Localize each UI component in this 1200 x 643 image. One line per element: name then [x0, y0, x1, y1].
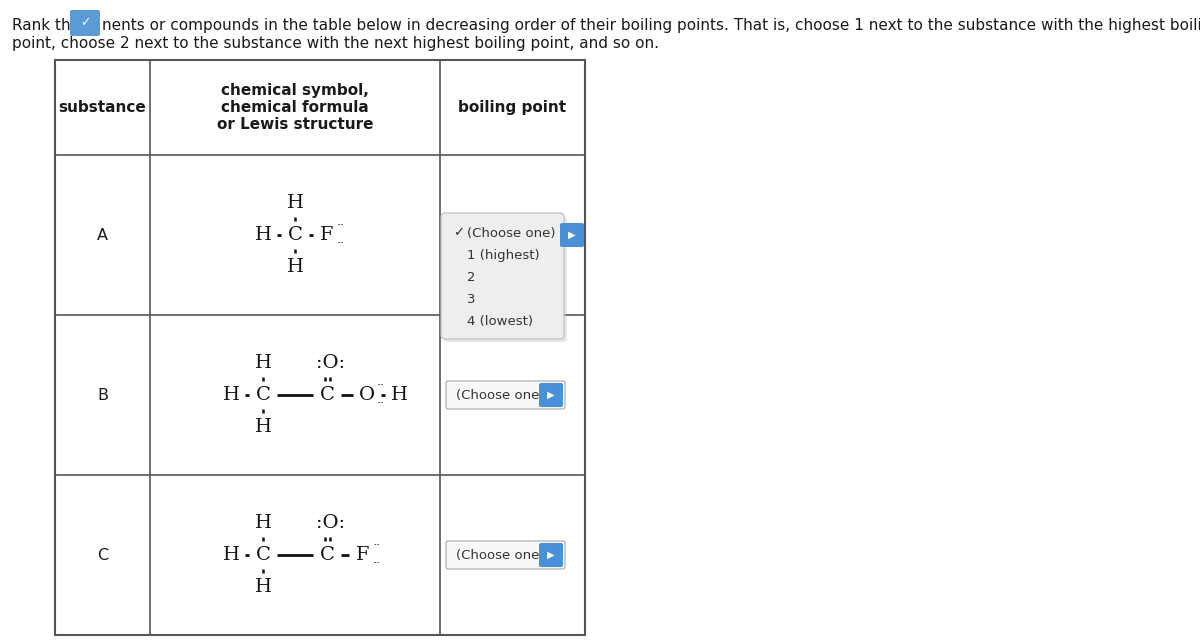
FancyBboxPatch shape [560, 223, 584, 247]
Text: H: H [254, 514, 271, 532]
Text: H: H [254, 354, 271, 372]
FancyBboxPatch shape [442, 213, 564, 339]
Text: H: H [222, 546, 240, 564]
Text: C: C [256, 386, 270, 404]
Text: 1 (highest): 1 (highest) [467, 249, 540, 262]
Text: H: H [254, 418, 271, 436]
Text: A: A [97, 228, 108, 242]
Text: C: C [319, 546, 335, 564]
Text: H: H [390, 386, 408, 404]
Text: C: C [319, 386, 335, 404]
Text: ▶: ▶ [547, 550, 554, 560]
Text: boiling point: boiling point [458, 100, 566, 115]
Text: :O:: :O: [317, 514, 346, 532]
Text: ··: ·· [373, 557, 382, 570]
Text: (Choose one): (Choose one) [456, 388, 545, 401]
Text: F: F [320, 226, 334, 244]
Text: ··: ·· [377, 397, 385, 410]
Text: ··: ·· [373, 539, 382, 552]
Text: (Choose one): (Choose one) [456, 548, 545, 561]
Text: ··: ·· [377, 379, 385, 392]
Text: C: C [97, 547, 108, 563]
Text: H: H [287, 258, 304, 276]
FancyBboxPatch shape [539, 383, 563, 407]
Text: (Choose one): (Choose one) [467, 226, 556, 240]
Text: ··: ·· [337, 219, 346, 233]
FancyBboxPatch shape [444, 216, 568, 342]
FancyBboxPatch shape [539, 543, 563, 567]
Text: :O:: :O: [317, 354, 346, 372]
Bar [55, 60, 586, 635]
Text: C: C [256, 546, 270, 564]
Text: H: H [222, 386, 240, 404]
Text: B: B [97, 388, 108, 403]
Text: H: H [254, 226, 271, 244]
FancyBboxPatch shape [70, 10, 100, 36]
Text: 4 (lowest): 4 (lowest) [467, 314, 533, 327]
Text: F: F [356, 546, 370, 564]
Text: 3: 3 [467, 293, 475, 305]
Text: C: C [288, 226, 302, 244]
Text: point, choose 2 next to the substance with the next highest boiling point, and s: point, choose 2 next to the substance wi… [12, 36, 659, 51]
Text: ··: ·· [337, 237, 346, 251]
Text: ✓: ✓ [454, 226, 464, 240]
Text: ▶: ▶ [547, 390, 554, 400]
Text: chemical symbol,
chemical formula
or Lewis structure: chemical symbol, chemical formula or Lew… [217, 82, 373, 132]
Text: substance: substance [59, 100, 146, 115]
Text: nents or compounds in the table below in decreasing order of their boiling point: nents or compounds in the table below in… [102, 18, 1200, 33]
Text: ▶: ▶ [569, 230, 576, 240]
FancyBboxPatch shape [446, 381, 565, 409]
Text: 2: 2 [467, 271, 475, 284]
Text: H: H [287, 194, 304, 212]
FancyBboxPatch shape [446, 541, 565, 569]
Text: ✓: ✓ [79, 17, 90, 30]
Text: Rank th: Rank th [12, 18, 71, 33]
Text: O: O [359, 386, 376, 404]
Text: H: H [254, 578, 271, 596]
